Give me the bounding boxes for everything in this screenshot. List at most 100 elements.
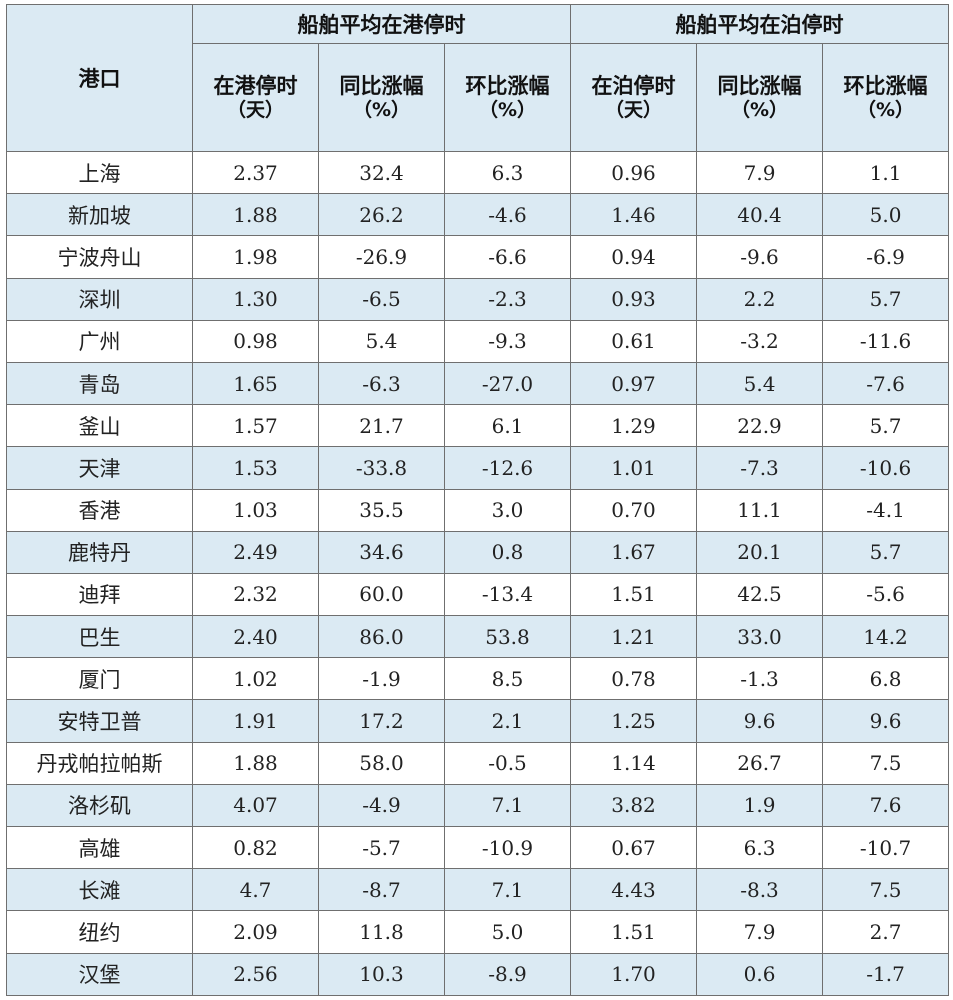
value-cell: 0.82 (192, 825, 319, 870)
value-cell: -4.6 (443, 193, 572, 237)
value-cell: 7.5 (822, 741, 950, 785)
column-header-unit: （%） (857, 98, 915, 121)
value-cell: 6.3 (696, 825, 824, 870)
value-cell: 0.97 (570, 361, 698, 406)
value-cell: 0.6 (696, 952, 824, 997)
port-name-cell: 丹戎帕拉帕斯 (6, 741, 193, 785)
value-cell: -9.3 (443, 319, 572, 363)
value-cell: 86.0 (318, 615, 445, 659)
value-cell: 1.88 (192, 741, 319, 785)
column-header-label: 同比涨幅 (717, 73, 802, 98)
value-cell: -11.6 (822, 319, 950, 363)
port-name-cell: 安特卫普 (6, 699, 193, 743)
table-row: 香港 1.03 35.5 3.0 0.70 11.1 -4.1 (6, 488, 950, 532)
value-cell: 8.5 (443, 657, 572, 701)
value-cell: 0.93 (570, 277, 698, 321)
value-cell: 3.0 (443, 488, 572, 532)
port-name-cell: 深圳 (6, 277, 193, 321)
port-name-cell: 汉堡 (6, 952, 193, 997)
table-row: 宁波舟山 1.98 -26.9 -6.6 0.94 -9.6 -6.9 (6, 235, 950, 279)
value-cell: 1.65 (192, 361, 319, 406)
value-cell: 9.6 (696, 699, 824, 743)
table-row: 高雄 0.82 -5.7 -10.9 0.67 6.3 -10.7 (6, 825, 950, 870)
group-header-berth-stay: 船舶平均在泊停时 (570, 4, 950, 44)
value-cell: 1.21 (570, 615, 698, 659)
value-cell: -13.4 (443, 572, 572, 617)
value-cell: -10.7 (822, 825, 950, 870)
table-row: 新加坡 1.88 26.2 -4.6 1.46 40.4 5.0 (6, 193, 950, 237)
port-name-cell: 上海 (6, 150, 193, 195)
table-row: 厦门 1.02 -1.9 8.5 0.78 -1.3 6.8 (6, 657, 950, 701)
value-cell: 2.09 (192, 910, 319, 954)
value-cell: -9.6 (696, 235, 824, 279)
port-name-cell: 青岛 (6, 361, 193, 406)
value-cell: 5.4 (696, 361, 824, 406)
value-cell: 58.0 (318, 741, 445, 785)
value-cell: 1.14 (570, 741, 698, 785)
value-cell: 5.7 (822, 404, 950, 448)
value-cell: 2.37 (192, 150, 319, 195)
table-row: 广州 0.98 5.4 -9.3 0.61 -3.2 -11.6 (6, 319, 950, 363)
value-cell: -27.0 (443, 361, 572, 406)
value-cell: 1.02 (192, 657, 319, 701)
table-row: 丹戎帕拉帕斯 1.88 58.0 -0.5 1.14 26.7 7.5 (6, 741, 950, 785)
value-cell: 6.1 (443, 404, 572, 448)
value-cell: 60.0 (318, 572, 445, 617)
value-cell: -1.7 (822, 952, 950, 997)
value-cell: 6.8 (822, 657, 950, 701)
value-cell: 14.2 (822, 615, 950, 659)
value-cell: 0.98 (192, 319, 319, 363)
value-cell: 1.51 (570, 572, 698, 617)
table-header: 港口 船舶平均在港停时 船舶平均在泊停时 在港停时 （天） 同比涨幅 （%） 环比涨… (6, 4, 950, 152)
value-cell: 34.6 (318, 530, 445, 574)
value-cell: 53.8 (443, 615, 572, 659)
value-cell: 40.4 (696, 193, 824, 237)
value-cell: -10.9 (443, 825, 572, 870)
table-row: 洛杉矶 4.07 -4.9 7.1 3.82 1.9 7.6 (6, 783, 950, 828)
value-cell: 0.94 (570, 235, 698, 279)
value-cell: 20.1 (696, 530, 824, 574)
value-cell: 1.91 (192, 699, 319, 743)
value-cell: 35.5 (318, 488, 445, 532)
value-cell: -7.3 (696, 446, 824, 490)
port-name-cell: 巴生 (6, 615, 193, 659)
column-header: 环比涨幅 （%） (443, 43, 572, 152)
value-cell: -7.6 (822, 361, 950, 406)
value-cell: 5.0 (443, 910, 572, 954)
value-cell: 1.98 (192, 235, 319, 279)
value-cell: -6.9 (822, 235, 950, 279)
value-cell: 7.5 (822, 868, 950, 912)
port-column-header: 港口 (6, 4, 193, 152)
value-cell: 3.82 (570, 783, 698, 828)
value-cell: 1.01 (570, 446, 698, 490)
table-body: 上海 2.37 32.4 6.3 0.96 7.9 1.1 新加坡 1.88 26.2 -4.6 1.… (6, 150, 950, 997)
value-cell: -33.8 (318, 446, 445, 490)
column-header-unit: （%） (478, 98, 537, 121)
value-cell: 1.46 (570, 193, 698, 237)
value-cell: 1.67 (570, 530, 698, 574)
column-header: 同比涨幅 （%） (696, 43, 824, 152)
column-header-label: 同比涨幅 (339, 73, 424, 98)
table-row: 青岛 1.65 -6.3 -27.0 0.97 5.4 -7.6 (6, 361, 950, 406)
value-cell: 10.3 (318, 952, 445, 997)
value-cell: 0.67 (570, 825, 698, 870)
value-cell: 4.43 (570, 868, 698, 912)
value-cell: 2.49 (192, 530, 319, 574)
value-cell: -6.5 (318, 277, 445, 321)
value-cell: -6.3 (318, 361, 445, 406)
column-header-unit: （%） (730, 98, 789, 121)
value-cell: 2.40 (192, 615, 319, 659)
port-name-cell: 广州 (6, 319, 193, 363)
value-cell: 1.51 (570, 910, 698, 954)
value-cell: 9.6 (822, 699, 950, 743)
column-header-label: 在泊停时 (591, 73, 676, 98)
value-cell: 11.1 (696, 488, 824, 532)
value-cell: 0.96 (570, 150, 698, 195)
table-row: 迪拜 2.32 60.0 -13.4 1.51 42.5 -5.6 (6, 572, 950, 617)
value-cell: 2.7 (822, 910, 950, 954)
table-row: 安特卫普 1.91 17.2 2.1 1.25 9.6 9.6 (6, 699, 950, 743)
port-name-cell: 釜山 (6, 404, 193, 448)
value-cell: -8.7 (318, 868, 445, 912)
value-cell: 7.1 (443, 783, 572, 828)
value-cell: 5.0 (822, 193, 950, 237)
